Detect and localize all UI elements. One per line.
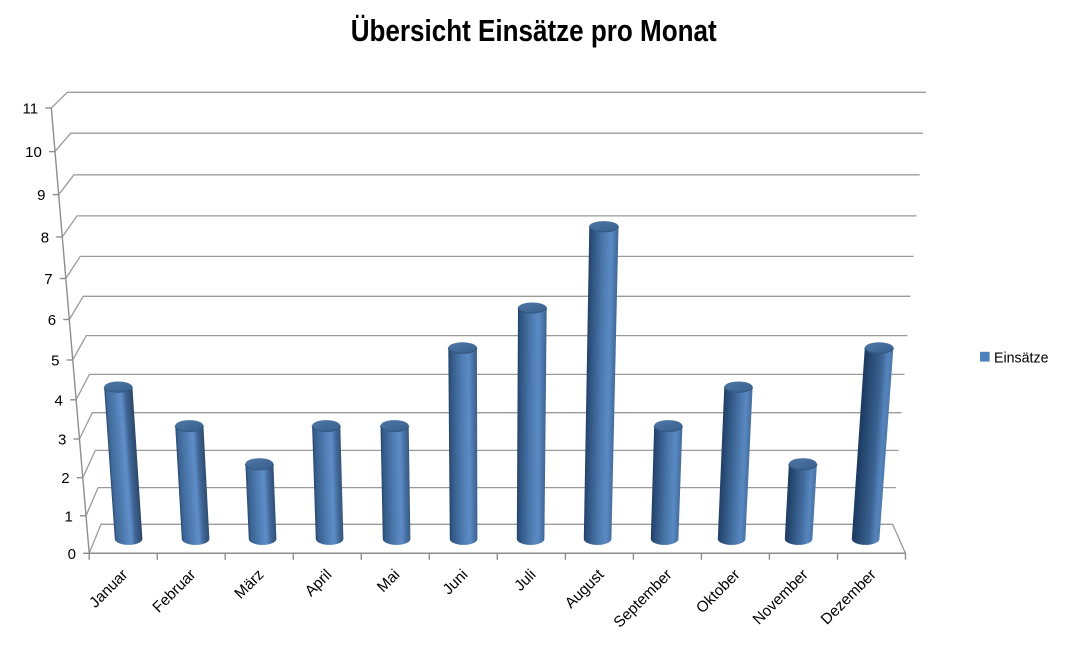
svg-text:9: 9	[37, 187, 45, 204]
svg-text:5: 5	[51, 353, 59, 370]
svg-text:7: 7	[44, 271, 52, 288]
svg-text:4: 4	[55, 392, 63, 409]
svg-text:0: 0	[68, 546, 76, 563]
svg-text:Übersicht Einsätze pro Monat: Übersicht Einsätze pro Monat	[351, 13, 717, 48]
svg-text:Einsätze: Einsätze	[994, 350, 1049, 366]
svg-text:11: 11	[23, 101, 39, 118]
svg-text:2: 2	[61, 470, 69, 487]
svg-text:3: 3	[58, 432, 66, 449]
svg-text:8: 8	[41, 229, 49, 246]
svg-text:6: 6	[48, 312, 56, 329]
svg-text:1: 1	[64, 508, 72, 525]
svg-text:10: 10	[25, 144, 42, 161]
